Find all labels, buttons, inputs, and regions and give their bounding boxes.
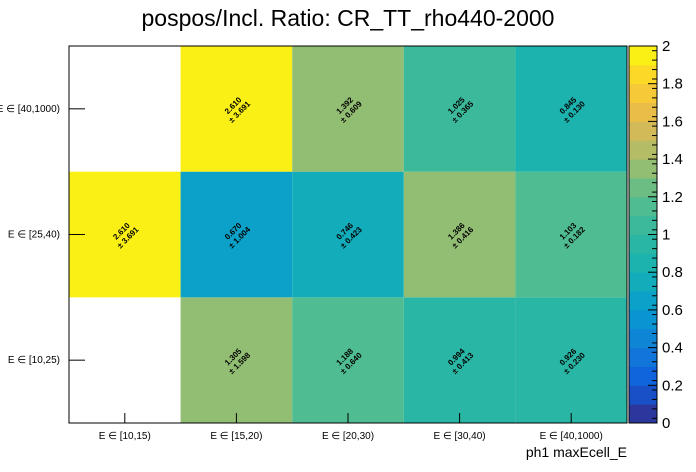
color-scale-segment bbox=[629, 404, 657, 424]
x-axis-title: ph1 maxEcell_E bbox=[526, 444, 627, 460]
color-scale-segment bbox=[629, 253, 657, 273]
color-scale-segment bbox=[629, 234, 657, 254]
color-scale-tick-label: 1.8 bbox=[662, 76, 683, 93]
color-scale-segment bbox=[629, 366, 657, 386]
heatmap-cell bbox=[69, 171, 181, 298]
color-scale-tick-label: 0.6 bbox=[662, 302, 683, 319]
color-scale-segment bbox=[629, 347, 657, 367]
color-scale-tick-label: 1.4 bbox=[662, 151, 683, 168]
color-scale-segment bbox=[629, 291, 657, 311]
heatmap-cell bbox=[292, 297, 404, 423]
x-tick-label: E ∈ [30,40) bbox=[434, 431, 486, 442]
color-scale-segment bbox=[629, 83, 657, 104]
heatmap-cell bbox=[403, 46, 516, 172]
x-tick-label: E ∈ [15,20) bbox=[210, 431, 262, 442]
color-scale-segment bbox=[629, 215, 657, 235]
color-scale-segment bbox=[629, 272, 657, 292]
color-scale-segment bbox=[629, 102, 657, 122]
heatmap-cell bbox=[403, 297, 516, 423]
heatmap-cell bbox=[515, 297, 627, 423]
heatmap-cell bbox=[180, 46, 293, 172]
color-scale-segment bbox=[629, 196, 657, 217]
color-scale-segment bbox=[629, 121, 657, 141]
x-tick-label: E ∈ [10,15) bbox=[99, 431, 151, 442]
x-tick-label: E ∈ [20,30) bbox=[322, 431, 374, 442]
y-tick-label: E ∈ [25,40) bbox=[8, 230, 60, 241]
color-scale-tick-label: 0.4 bbox=[662, 340, 683, 357]
color-scale-segment bbox=[629, 64, 657, 85]
heatmap-cell bbox=[180, 171, 293, 298]
heatmap-cell bbox=[403, 171, 516, 298]
heatmap-cell bbox=[515, 46, 627, 172]
color-scale-tick-label: 0 bbox=[662, 415, 670, 432]
color-scale-segment bbox=[629, 140, 657, 160]
color-scale-tick-label: 1.2 bbox=[662, 189, 683, 206]
x-tick-label: E ∈ [40,1000) bbox=[540, 431, 603, 442]
color-scale-segment bbox=[629, 385, 657, 405]
heatmap-cell bbox=[180, 297, 293, 423]
heatmap-cell bbox=[292, 171, 404, 298]
color-scale-segment bbox=[629, 328, 657, 349]
color-scale-tick-label: 0.2 bbox=[662, 377, 683, 394]
plot-area: 1.305± 1.598 1.188± 0.640 0.994± 0.413 0.92… bbox=[0, 38, 683, 442]
color-scale-tick-label: 1.6 bbox=[662, 113, 683, 130]
color-scale-segment bbox=[629, 309, 657, 330]
color-scale-tick-label: 1 bbox=[662, 227, 670, 244]
color-scale-tick-label: 2 bbox=[662, 38, 670, 55]
color-scale-tick-label: 0.8 bbox=[662, 264, 683, 281]
chart-title: pospos/Incl. Ratio: CR_TT_rho440-2000 bbox=[142, 5, 555, 31]
y-tick-label: E ∈ [10,25) bbox=[8, 355, 60, 366]
heatmap-cell bbox=[515, 171, 627, 298]
color-scale-segment bbox=[629, 177, 657, 198]
color-scale-segment bbox=[629, 159, 657, 179]
y-tick-label: E ∈ [40,1000) bbox=[0, 104, 60, 115]
heatmap-cell bbox=[292, 46, 404, 172]
color-scale-segment bbox=[629, 46, 657, 66]
